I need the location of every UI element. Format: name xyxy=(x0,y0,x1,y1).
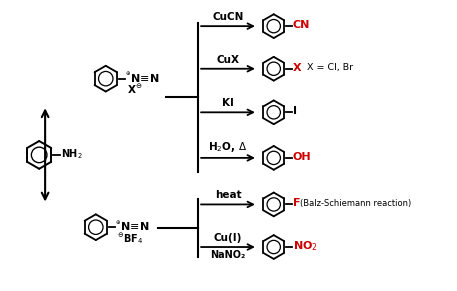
Text: $^{\oplus}$: $^{\oplus}$ xyxy=(125,71,131,80)
Text: NO$_2$: NO$_2$ xyxy=(292,239,318,253)
Text: CuCN: CuCN xyxy=(213,12,244,22)
Text: N$\!\equiv\!$N: N$\!\equiv\!$N xyxy=(130,72,159,84)
Text: F: F xyxy=(292,198,300,208)
Text: X = Cl, Br: X = Cl, Br xyxy=(307,63,353,72)
Text: $^{\ominus}$BF$_4$: $^{\ominus}$BF$_4$ xyxy=(117,231,143,246)
Text: OH: OH xyxy=(292,152,311,162)
Text: H$_2$O, $\Delta$: H$_2$O, $\Delta$ xyxy=(208,140,248,154)
Text: CN: CN xyxy=(292,20,310,30)
Text: heat: heat xyxy=(215,191,241,200)
Text: $^{\oplus}$: $^{\oplus}$ xyxy=(115,219,121,228)
Text: X: X xyxy=(292,63,301,73)
Text: CuX: CuX xyxy=(217,55,239,65)
Text: NH$_2$: NH$_2$ xyxy=(61,147,83,161)
Text: N$\!\equiv\!$N: N$\!\equiv\!$N xyxy=(120,220,149,232)
Text: Cu(I): Cu(I) xyxy=(214,233,242,243)
Text: (Balz-Schiemann reaction): (Balz-Schiemann reaction) xyxy=(300,199,411,208)
Text: I: I xyxy=(292,106,297,116)
Text: KI: KI xyxy=(222,98,234,108)
Text: NaNO₂: NaNO₂ xyxy=(210,250,245,260)
Text: X$^{\ominus}$: X$^{\ominus}$ xyxy=(127,83,142,96)
